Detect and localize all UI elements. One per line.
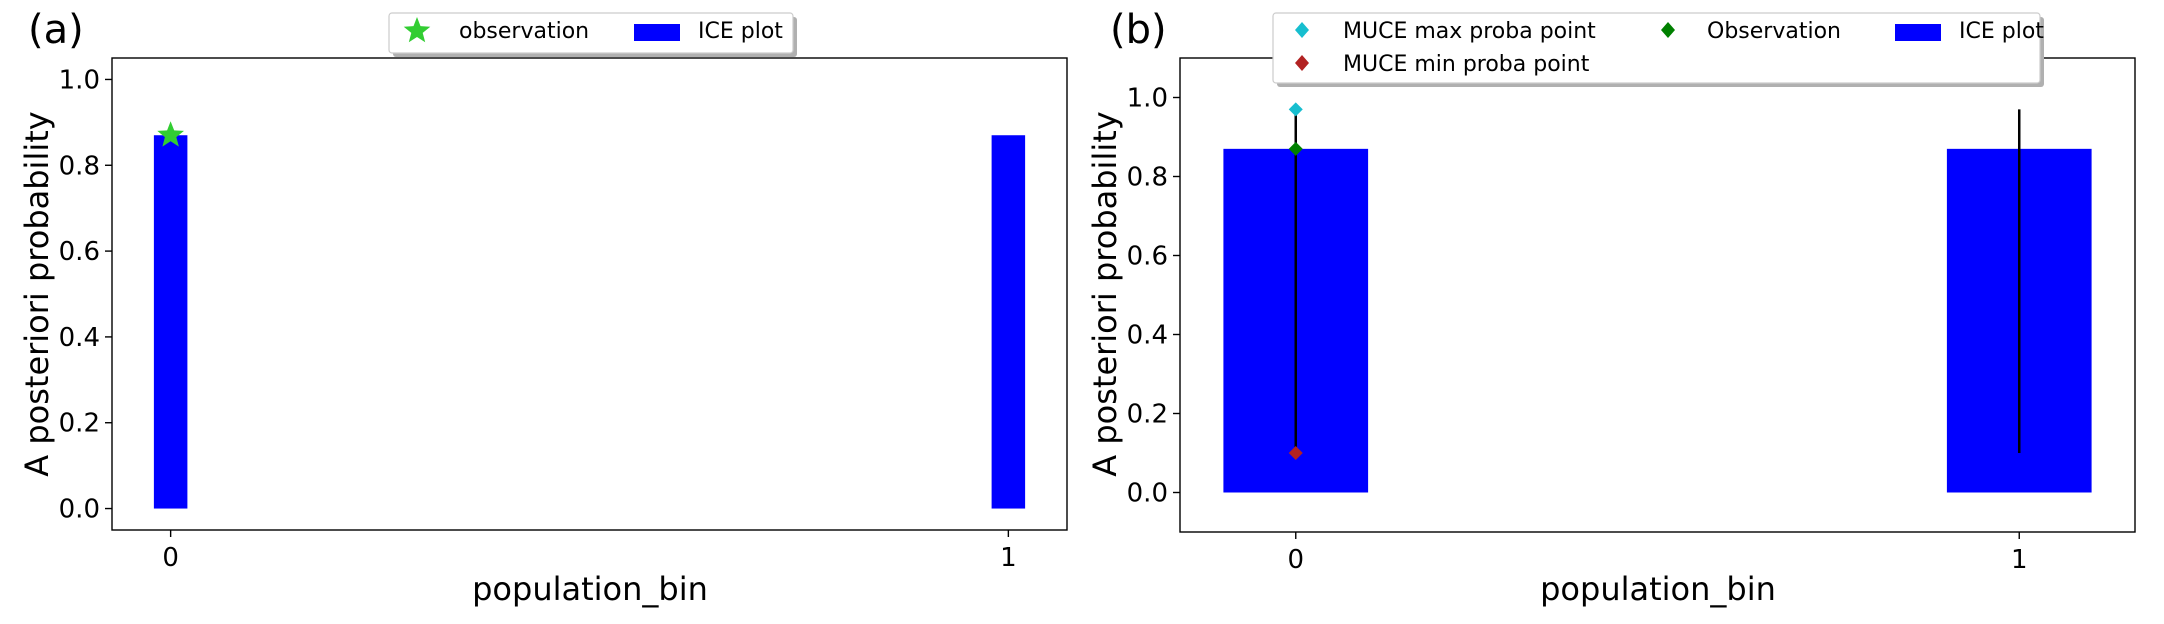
- panel-a-y-ticks: 0.0 0.2 0.4 0.6 0.8 1.0: [59, 65, 112, 525]
- panel-b-legend-box: [1272, 12, 2041, 84]
- panel-a-legend-box: [388, 12, 794, 54]
- panel-a-legend: observation ICE plot: [388, 12, 797, 57]
- panel-a-legend-observation: observation: [459, 19, 589, 44]
- panel-a-axes-frame: [111, 57, 1068, 531]
- panel-b-legend-observation: Observation: [1707, 19, 1841, 44]
- panel-b-x-tick-label: 0: [1287, 545, 1304, 575]
- panel-a-label: (a): [28, 7, 84, 53]
- panel-b-y-axis-label: A posteriori probability: [1086, 111, 1124, 476]
- panel-b-y-tick-label: 0.4: [1127, 321, 1168, 351]
- panel-a-bar: [153, 135, 188, 509]
- legend-diamond-green-icon: [1661, 22, 1675, 38]
- panel-a-y-axis-label: A posteriori probability: [18, 111, 56, 476]
- legend-diamond-red-icon: [1295, 55, 1309, 71]
- panel-b-label: (b): [1110, 7, 1167, 53]
- panel-b-y-ticks: 0.0 0.2 0.4 0.6 0.8 1.0: [1127, 84, 1180, 509]
- panel-a-x-tick-label: 0: [162, 543, 179, 573]
- panel-a-y-tick-label: 0.8: [59, 151, 100, 181]
- legend-star-icon: [403, 17, 431, 43]
- panel-a-y-tick-label: 0.2: [59, 409, 100, 439]
- panel-b-range-lines: [1294, 109, 2021, 453]
- panel-b-y-tick-label: 0.6: [1127, 242, 1168, 272]
- panel-b-markers: [1288, 102, 1303, 460]
- panel-b-legend-ice-plot: ICE plot: [1959, 19, 2044, 44]
- panel-b-y-tick-label: 0.2: [1127, 400, 1168, 430]
- panel-a-bars: [153, 135, 1026, 509]
- panel-b-legend: MUCE max proba point MUCE min proba poin…: [1272, 12, 2044, 87]
- panel-b-diamond-marker: [1288, 102, 1303, 117]
- panel-a-y-tick-label: 0.6: [59, 237, 100, 267]
- panel-b-legend-muce-max: MUCE max proba point: [1343, 19, 1596, 44]
- panel-b-x-axis-label: population_bin: [1540, 570, 1776, 608]
- panel-b-x-tick-label: 1: [2011, 545, 2028, 575]
- panel-a-y-tick-label: 1.0: [59, 65, 100, 95]
- panel-b-y-tick-label: 1.0: [1127, 84, 1168, 114]
- panel-b-y-tick-label: 0.0: [1127, 479, 1168, 509]
- panel-a-bar: [991, 135, 1026, 509]
- panel-b-diamond-marker: [1288, 446, 1303, 460]
- panel-a-markers: [157, 121, 184, 147]
- panel-a-x-axis-label: population_bin: [472, 570, 708, 608]
- panel-a-observation-star: [157, 121, 184, 147]
- panel-a-y-tick-label: 0.0: [59, 495, 100, 525]
- panel-b-y-tick-label: 0.8: [1127, 163, 1168, 193]
- legend-diamond-cyan-icon: [1295, 22, 1309, 38]
- panel-a-legend-ice-plot: ICE plot: [698, 19, 783, 44]
- panel-b-diamond-marker: [1288, 141, 1303, 156]
- panel-a-x-tick-label: 1: [1000, 543, 1017, 573]
- legend-bar-swatch-icon: [634, 24, 680, 41]
- panel-b-bars: [1223, 148, 2092, 493]
- legend-bar-swatch-icon: [1895, 24, 1941, 41]
- panel-b-legend-muce-min: MUCE min proba point: [1343, 52, 1590, 77]
- panel-a-y-tick-label: 0.4: [59, 323, 100, 353]
